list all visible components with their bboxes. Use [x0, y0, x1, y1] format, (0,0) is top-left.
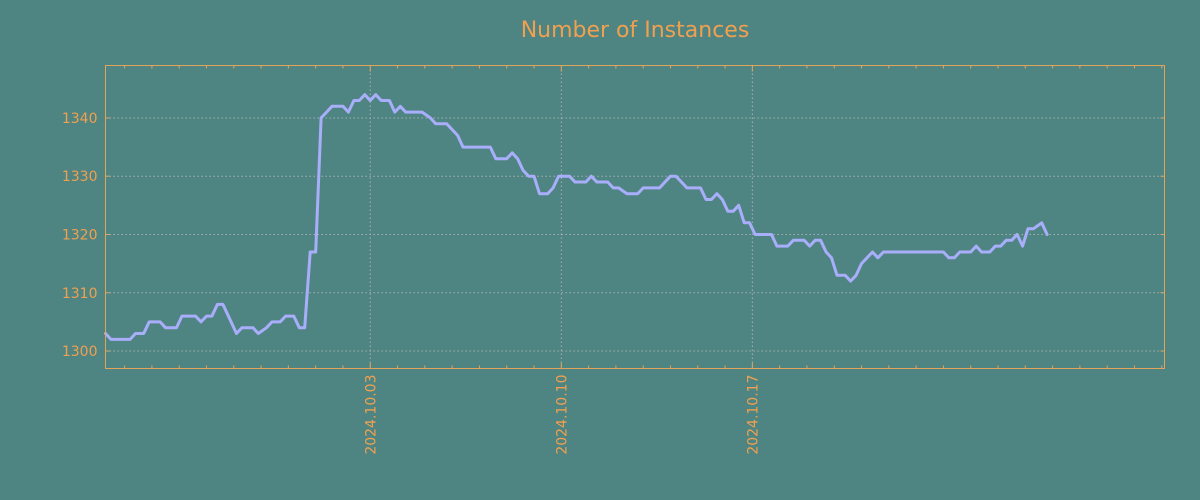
grid-layer [105, 65, 1165, 369]
y-tick-label-1320: 1320 [62, 227, 98, 243]
y-tick-label-1340: 1340 [62, 111, 98, 127]
x-tick-label-1: 2024.10.10 [554, 375, 570, 455]
y-tick-label-1300: 1300 [62, 344, 98, 360]
x-tick-label-2: 2024.10.17 [745, 375, 761, 455]
plot-frame [105, 65, 1165, 369]
y-tick-label-1310: 1310 [62, 286, 98, 302]
series-line-instances [104, 93, 1049, 341]
series-layer [104, 93, 1049, 341]
chart-title: Number of Instances [521, 18, 750, 43]
label-layer: 1300 1310 1320 1330 1340 2024.10.03 2024.10.10… [62, 111, 762, 455]
x-tick-label-0: 2024.10.03 [363, 375, 379, 455]
y-tick-label-1330: 1330 [62, 169, 98, 185]
